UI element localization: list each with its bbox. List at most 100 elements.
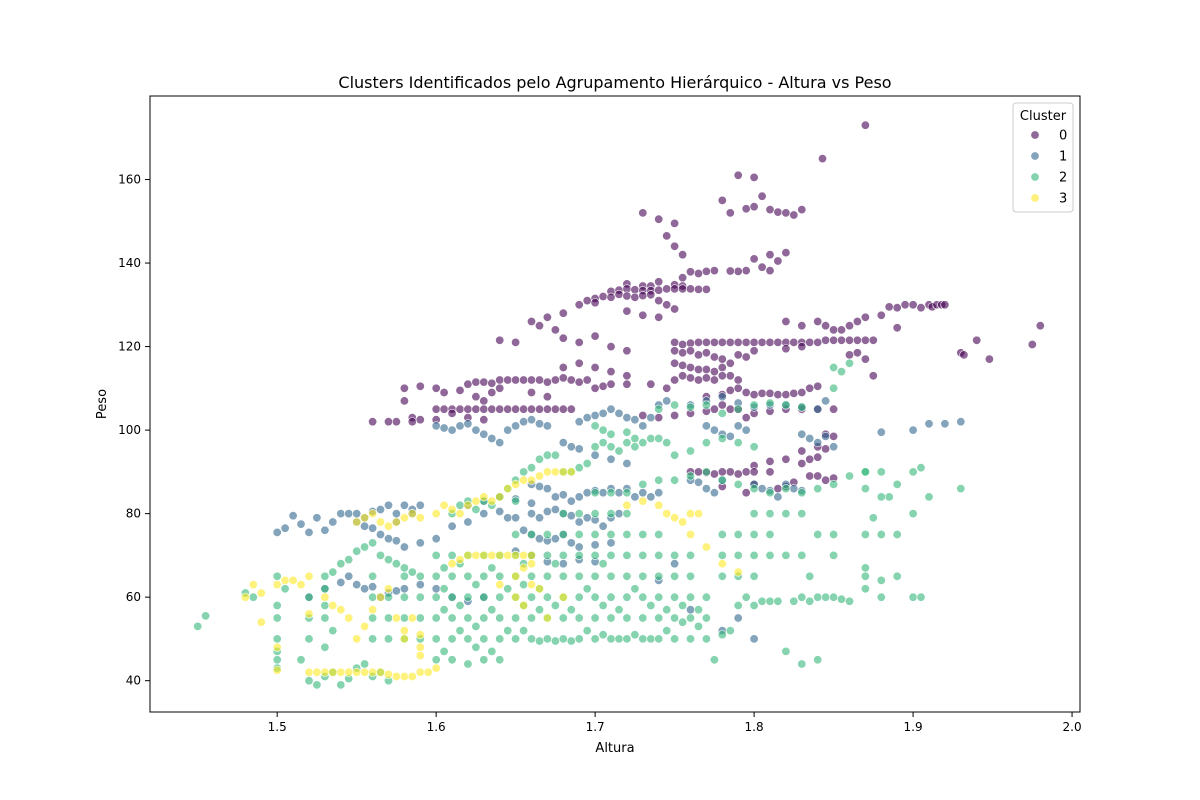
point-cluster-2-321 <box>892 529 902 539</box>
point-cluster-1-140 <box>725 431 735 441</box>
point-cluster-0-275 <box>709 469 719 479</box>
point-cluster-2-130 <box>574 613 584 623</box>
point-cluster-0-201 <box>622 379 632 389</box>
point-cluster-1-24 <box>399 542 409 552</box>
point-cluster-3-78 <box>550 467 560 477</box>
point-cluster-2-4 <box>272 571 282 581</box>
point-cluster-2-67 <box>463 634 473 644</box>
point-cluster-2-49 <box>431 613 441 623</box>
axes-frame <box>149 95 1081 713</box>
point-cluster-3-16 <box>336 667 346 677</box>
point-cluster-2-28 <box>360 659 370 669</box>
point-cluster-2-62 <box>447 550 457 560</box>
point-cluster-0-114 <box>805 337 815 347</box>
point-cluster-2-37 <box>383 613 393 623</box>
y-tick-label-3: 100 <box>118 423 141 437</box>
point-cluster-3-30 <box>328 600 338 610</box>
point-cluster-2-218 <box>844 596 854 606</box>
point-cluster-2-323 <box>455 500 465 510</box>
point-cluster-2-81 <box>487 646 497 656</box>
point-cluster-2-284 <box>622 438 632 448</box>
point-cluster-0-249 <box>725 404 735 414</box>
point-cluster-0-240 <box>479 415 489 425</box>
point-cluster-1-113 <box>368 582 378 592</box>
point-cluster-1-5 <box>312 513 322 523</box>
point-cluster-2-57 <box>447 655 457 665</box>
point-cluster-0-144 <box>733 375 743 385</box>
point-cluster-1-7 <box>328 517 338 527</box>
point-cluster-0-79 <box>622 346 632 356</box>
point-cluster-2-141 <box>590 571 600 581</box>
point-cluster-3-82 <box>519 600 529 610</box>
point-cluster-2-124 <box>558 550 568 560</box>
point-cluster-1-6 <box>320 525 330 535</box>
x-tick-label-0: 1.5 <box>268 720 287 734</box>
point-cluster-2-128 <box>566 605 576 615</box>
point-cluster-0-56 <box>614 289 624 299</box>
point-cluster-0-268 <box>797 446 807 456</box>
point-cluster-2-22 <box>312 680 322 690</box>
point-cluster-0-112 <box>789 337 799 347</box>
point-cluster-1-44 <box>519 417 529 427</box>
point-cluster-0-17 <box>662 231 672 241</box>
point-cluster-2-10 <box>272 655 282 665</box>
point-cluster-2-171 <box>638 529 648 539</box>
point-cluster-0-2 <box>733 170 743 180</box>
point-cluster-0-292 <box>805 454 815 464</box>
point-cluster-2-231 <box>749 571 759 581</box>
point-cluster-2-198 <box>701 592 711 602</box>
point-cluster-2-260 <box>765 488 775 498</box>
point-cluster-2-117 <box>550 636 560 646</box>
point-cluster-2-1 <box>201 611 211 621</box>
point-cluster-0-183 <box>471 377 481 387</box>
point-cluster-2-63 <box>455 626 465 636</box>
point-cluster-0-72 <box>526 316 536 326</box>
point-cluster-0-129 <box>717 354 727 364</box>
point-cluster-2-191 <box>685 592 695 602</box>
point-cluster-3-48 <box>391 517 401 527</box>
point-cluster-2-250 <box>606 488 616 498</box>
point-cluster-2-196 <box>701 634 711 644</box>
point-cluster-1-35 <box>447 425 457 435</box>
point-cluster-2-139 <box>590 613 600 623</box>
point-cluster-1-62 <box>574 444 584 454</box>
point-cluster-2-216 <box>829 592 839 602</box>
point-cluster-2-182 <box>670 634 680 644</box>
point-cluster-0-219 <box>407 417 417 427</box>
point-cluster-2-208 <box>781 646 791 656</box>
point-cluster-3-1 <box>248 580 258 590</box>
point-cluster-0-277 <box>693 467 703 477</box>
point-cluster-3-5 <box>280 575 290 585</box>
point-cluster-1-33 <box>431 421 441 431</box>
point-cluster-0-234 <box>542 404 552 414</box>
point-cluster-2-251 <box>622 488 632 498</box>
point-cluster-0-143 <box>725 371 735 381</box>
point-cluster-0-0 <box>860 120 870 130</box>
point-cluster-1-68 <box>542 484 552 494</box>
point-cluster-1-64 <box>606 454 616 464</box>
point-cluster-1-9 <box>344 509 354 519</box>
point-cluster-3-11 <box>272 642 282 652</box>
point-cluster-2-226 <box>916 592 926 602</box>
point-cluster-2-58 <box>447 634 457 644</box>
point-cluster-0-213 <box>399 396 409 406</box>
point-cluster-2-132 <box>574 571 584 581</box>
point-cluster-2-115 <box>542 550 552 560</box>
point-cluster-2-288 <box>654 433 664 443</box>
point-cluster-0-202 <box>455 385 465 395</box>
point-cluster-0-101 <box>701 337 711 347</box>
point-cluster-2-48 <box>431 634 441 644</box>
point-cluster-0-69 <box>638 310 648 320</box>
point-cluster-0-178 <box>972 335 982 345</box>
point-cluster-3-93 <box>622 500 632 510</box>
point-cluster-0-89 <box>908 300 918 310</box>
point-cluster-2-233 <box>749 529 759 539</box>
point-cluster-0-280 <box>749 467 759 477</box>
point-cluster-1-65 <box>622 458 632 468</box>
point-cluster-3-0 <box>240 592 250 602</box>
point-cluster-1-156 <box>693 477 703 487</box>
point-cluster-0-187 <box>503 375 513 385</box>
point-cluster-2-174 <box>654 634 664 644</box>
point-cluster-1-27 <box>447 521 457 531</box>
